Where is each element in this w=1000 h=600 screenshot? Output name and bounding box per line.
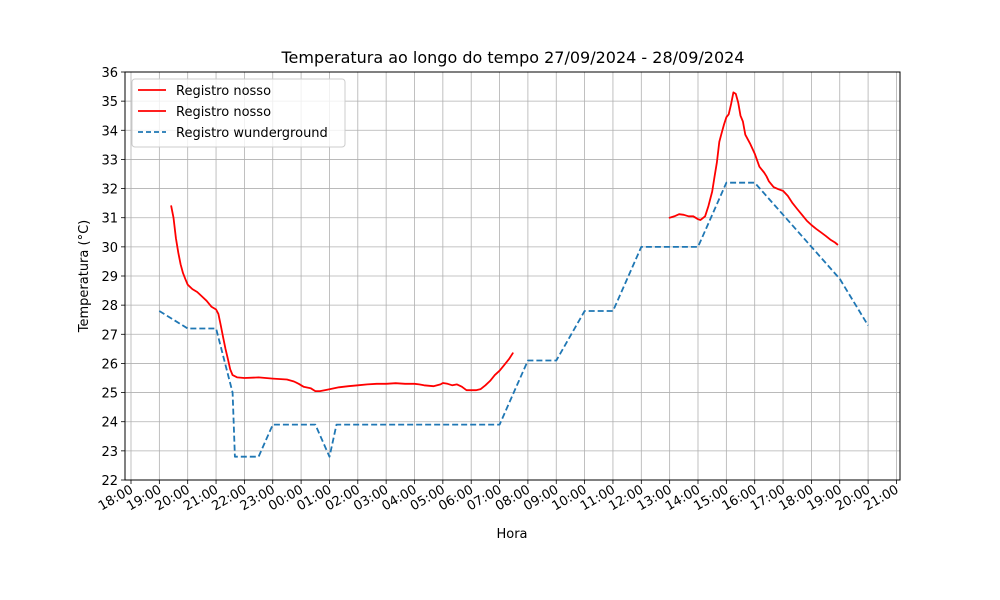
y-tick-label: 23: [101, 445, 118, 460]
series-line-registro-nosso-0-1: [668, 91, 839, 246]
y-tick-label: 28: [101, 299, 118, 314]
y-tick-label: 22: [101, 474, 118, 489]
series-line-registro-nosso-0-0: [170, 205, 514, 393]
y-tick-label: 33: [101, 153, 118, 168]
series-line-registro-wunderground-2-0: [158, 181, 869, 458]
legend-box: [131, 78, 346, 148]
y-axis-title: Temperatura (°C): [77, 220, 92, 333]
y-tick-label: 26: [101, 357, 118, 372]
chart-title: Temperatura ao longo do tempo 27/09/2024…: [281, 48, 745, 67]
y-tick-label: 35: [101, 95, 118, 110]
y-tick-label: 34: [101, 124, 118, 139]
legend: Registro nosso Registro nosso Registro w…: [131, 78, 346, 148]
y-axis: 22 23 24 25 26 27 28 29 30 31 32 33 34 35 36: [101, 66, 125, 489]
legend-label-registro-nosso-2: Registro nosso: [176, 105, 271, 120]
y-tick-label: 29: [101, 270, 118, 285]
y-tick-label: 32: [101, 183, 118, 198]
series-layer: [158, 91, 869, 458]
y-tick-label: 25: [101, 387, 118, 402]
y-tick-label: 30: [101, 241, 118, 256]
legend-label-registro-nosso: Registro nosso: [176, 84, 271, 99]
x-axis-title: Hora: [496, 527, 527, 542]
y-tick-label: 31: [101, 212, 118, 227]
y-tick-label: 36: [101, 66, 118, 81]
legend-label-registro-wunderground: Registro wunderground: [176, 126, 328, 141]
y-tick-label: 27: [101, 328, 118, 343]
y-tick-label: 24: [101, 416, 118, 431]
